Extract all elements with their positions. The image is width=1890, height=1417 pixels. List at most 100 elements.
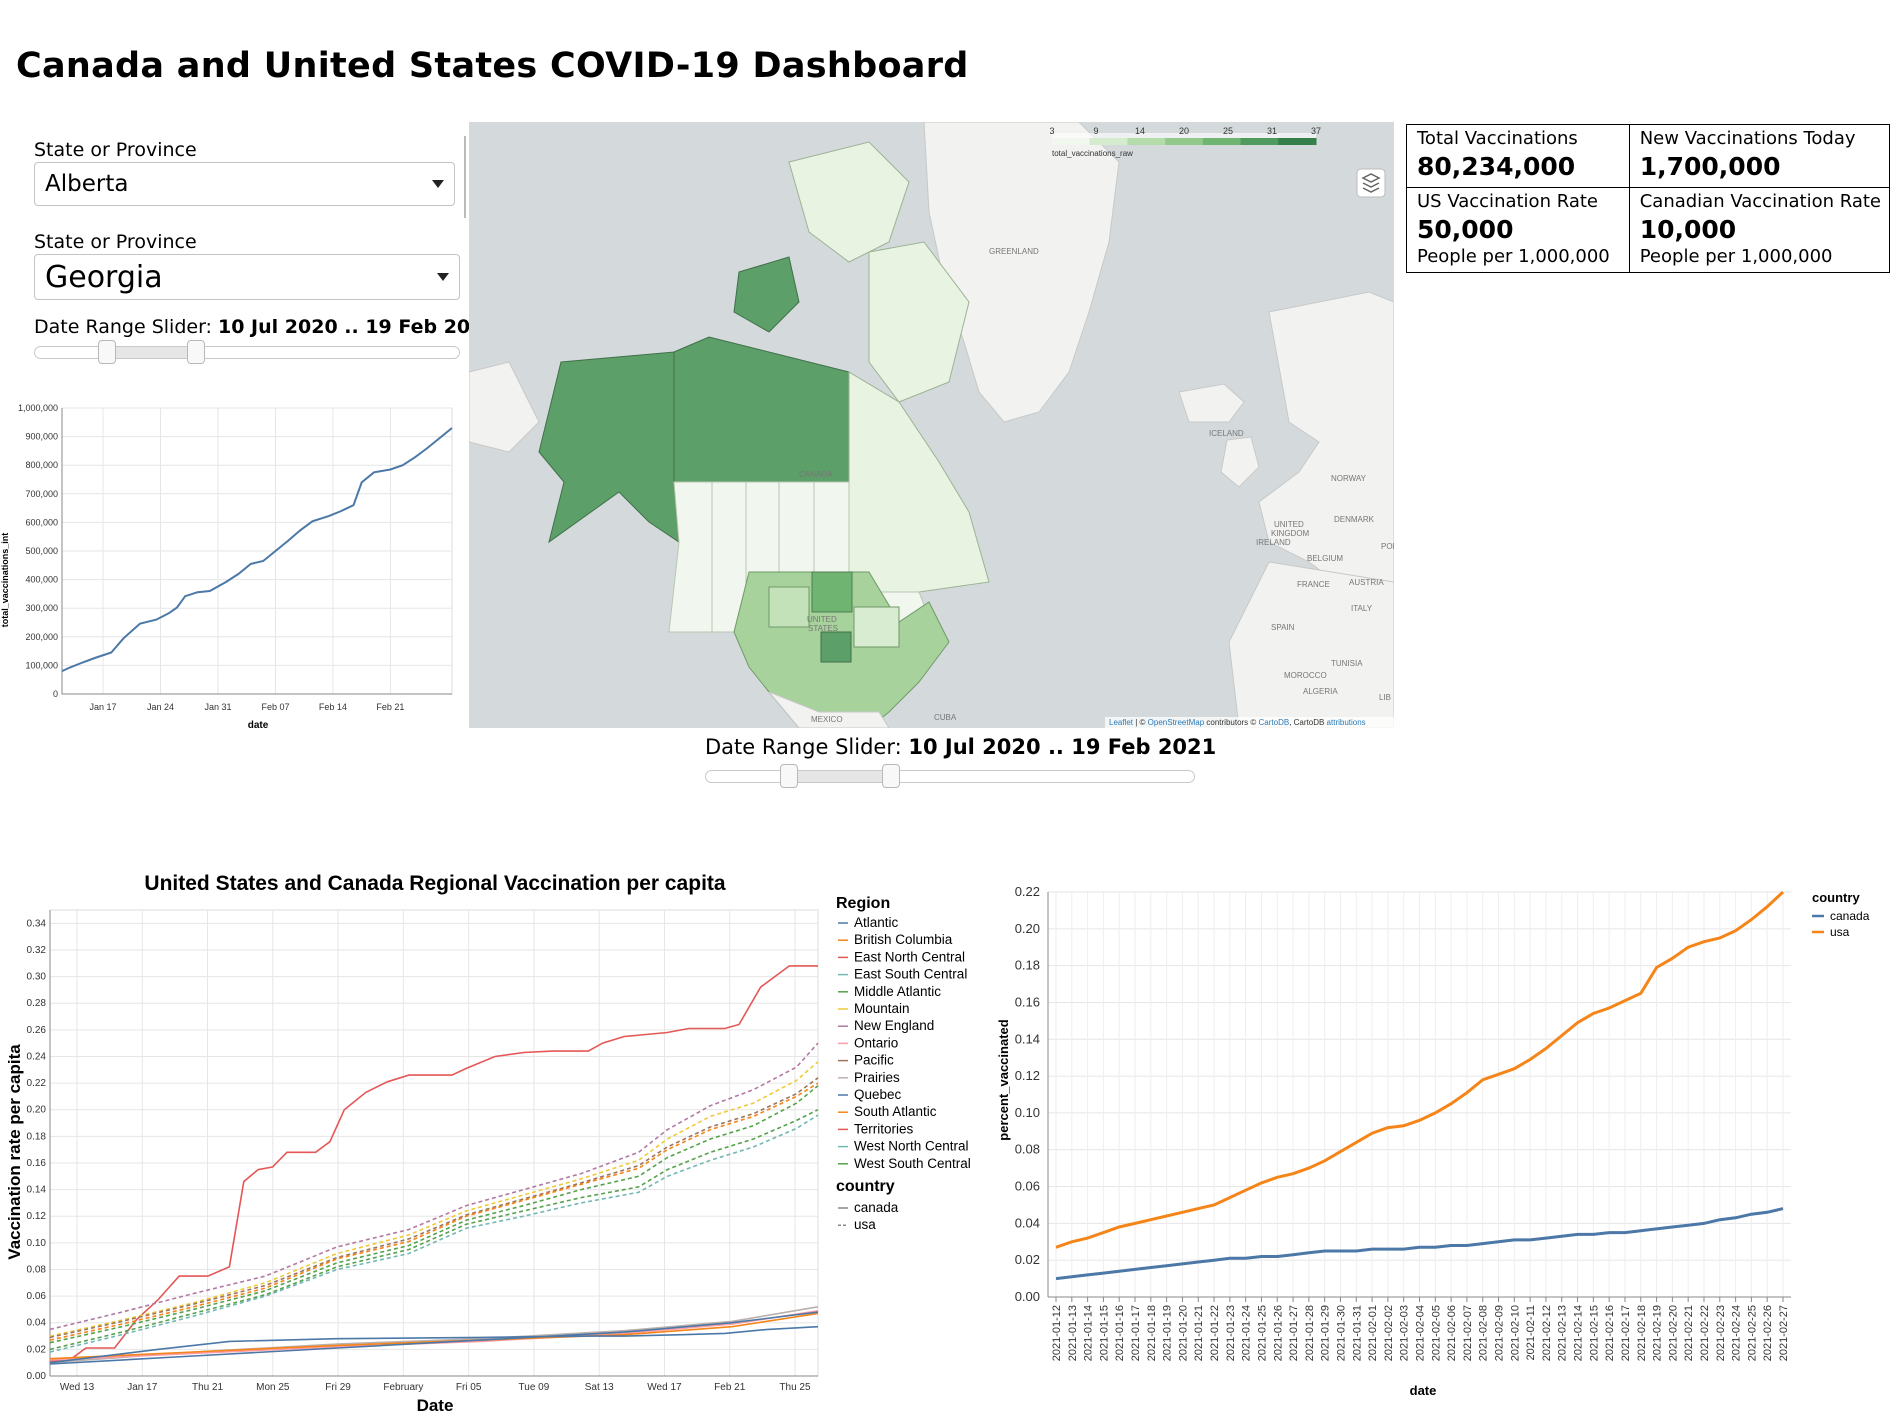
series-line — [49, 1085, 819, 1344]
choropleth-map[interactable]: GREENLAND CANADA ICELAND NORWAY UNITED K… — [469, 122, 1394, 728]
legend-label: Quebec — [854, 1087, 902, 1102]
leaflet-link[interactable]: Leaflet — [1109, 718, 1134, 727]
y-tick-label: 0.26 — [27, 1025, 47, 1036]
x-axis-label: date — [248, 720, 269, 731]
legend-label: canada — [1830, 909, 1870, 923]
legend-label: usa — [1830, 925, 1850, 939]
map-label: IRELAND — [1256, 538, 1291, 547]
y-tick-label: 1,000,000 — [18, 403, 58, 413]
y-tick-label: 0 — [53, 689, 58, 699]
x-tick-label: Wed 17 — [647, 1382, 682, 1393]
x-tick-label: 2021-02-06 — [1446, 1305, 1458, 1361]
series-lines — [49, 965, 819, 1365]
y-tick-label: 0.32 — [27, 945, 47, 956]
y-tick-label: 200,000 — [25, 632, 58, 642]
x-tick-label: 2021-01-19 — [1162, 1305, 1174, 1361]
map-label: DENMARK — [1334, 515, 1375, 524]
date-range-slider-2[interactable] — [705, 764, 1195, 788]
series-lines — [1055, 890, 1785, 1281]
y-tick-label: 0.08 — [27, 1264, 47, 1275]
legend-label: Middle Atlantic — [854, 984, 941, 999]
cartodb-link[interactable]: CartoDB — [1259, 718, 1290, 727]
series-line — [49, 1325, 819, 1364]
legend: Region Atlantic British Columbia East North… — [836, 895, 971, 1232]
y-tick-label: 0.02 — [1015, 1252, 1040, 1267]
x-tick-label: Fri 05 — [456, 1382, 482, 1393]
legend-label: West North Central — [854, 1139, 969, 1154]
osm-link[interactable]: OpenStreetMap — [1148, 718, 1205, 727]
x-tick-label: 2021-02-27 — [1778, 1305, 1790, 1361]
x-tick-label: 2021-02-18 — [1636, 1305, 1648, 1361]
state-province-select-1[interactable]: Alberta — [34, 162, 455, 206]
x-tick-label: 2021-02-02 — [1383, 1305, 1395, 1361]
chevron-down-icon — [432, 180, 444, 188]
legend-tick: 25 — [1223, 126, 1233, 136]
legend-tick: 14 — [1135, 126, 1145, 136]
x-tick-label: 2021-02-24 — [1731, 1305, 1743, 1361]
legend-title: Region — [836, 895, 890, 912]
grid — [1047, 891, 1791, 1302]
x-ticks: Wed 13 Jan 17 Thu 21 Mon 25 Fri 29 February Fr… — [60, 1382, 811, 1393]
state-province-select-2[interactable]: Georgia — [34, 254, 460, 300]
x-tick-label: Thu 21 — [192, 1382, 224, 1393]
x-tick-label: 2021-01-24 — [1241, 1305, 1253, 1361]
y-axis-label: total_vaccinations_int — [0, 533, 10, 628]
legend-label: South Atlantic — [854, 1104, 937, 1119]
x-tick-label: Thu 25 — [779, 1382, 811, 1393]
attributions-link[interactable]: attributions — [1327, 718, 1366, 727]
x-tick-label: 2021-01-31 — [1351, 1305, 1363, 1361]
regional-vaccination-chart: United States and Canada Regional Vaccin… — [5, 872, 971, 1415]
map-label: GREENLAND — [989, 247, 1039, 256]
map-attribution: Leaflet | © OpenStreetMap contributors ©… — [1109, 718, 1366, 727]
map-label: BELGIUM — [1307, 554, 1343, 563]
series-line — [49, 1082, 819, 1341]
kpi-value: 80,234,000 — [1417, 152, 1576, 181]
grid — [61, 407, 453, 695]
map-label: STATES — [808, 624, 838, 633]
x-tick-label: Feb 21 — [714, 1382, 746, 1393]
kpi-sub: People per 1,000,000 — [1639, 246, 1833, 267]
x-tick-label: Jan 24 — [147, 702, 174, 712]
x-tick-label: Feb 07 — [261, 702, 289, 712]
x-tick-label: 2021-01-27 — [1288, 1305, 1300, 1361]
legend-label: East South Central — [854, 967, 967, 982]
slider-handle-start[interactable] — [779, 764, 798, 788]
select1-value: Alberta — [45, 171, 129, 197]
y-tick-label: 0.04 — [1015, 1215, 1040, 1230]
y-tick-label: 0.02 — [27, 1344, 47, 1355]
y-axis-label: percent_vaccinated — [996, 1019, 1011, 1140]
x-tick-label: 2021-02-05 — [1430, 1305, 1442, 1361]
legend-title: total_vaccinations_raw — [1052, 149, 1133, 158]
x-tick-label: 2021-01-28 — [1304, 1305, 1316, 1361]
layers-control-box[interactable] — [1356, 168, 1386, 198]
slider2-label-text: Date Range Slider: — [705, 735, 909, 759]
layers-control[interactable] — [1356, 168, 1386, 198]
map-label: NORWAY — [1331, 474, 1367, 483]
date-range-slider-1[interactable] — [34, 340, 460, 364]
y-tick-label: 0.06 — [1015, 1179, 1040, 1194]
kpi-value: 1,700,000 — [1639, 152, 1781, 181]
x-tick-label: 2021-02-26 — [1762, 1305, 1774, 1361]
kpi-label: Canadian Vaccination Rate — [1639, 191, 1881, 212]
legend-swatch — [1127, 138, 1166, 145]
x-tick-label: Sat 13 — [585, 1382, 614, 1393]
x-tick-label: Mon 25 — [256, 1382, 290, 1393]
legend-label: Pacific — [854, 1053, 894, 1068]
map-label: CANADA — [799, 470, 833, 479]
legend-label: New England — [854, 1018, 934, 1033]
kpi-sub: People per 1,000,000 — [1417, 246, 1610, 267]
slider-range — [788, 771, 892, 782]
slider-handle-end[interactable] — [882, 764, 901, 788]
series-lines — [61, 427, 453, 673]
kpi-value: 50,000 — [1417, 215, 1514, 244]
slider1-value: 10 Jul 2020 .. 19 Feb 2021 — [218, 316, 497, 338]
slider-handle-start[interactable] — [98, 340, 117, 364]
x-axis-label: date — [1410, 1383, 1437, 1398]
total-vaccinations-chart: 0 100,000 200,000 300,000 400,000 500,000 600,… — [0, 403, 453, 731]
kpi-new-vaccinations: New Vaccinations Today 1,700,000 — [1628, 124, 1890, 188]
slider-handle-end[interactable] — [187, 340, 206, 364]
map-label: ITALY — [1351, 604, 1373, 613]
x-tick-label: 2021-01-30 — [1335, 1305, 1347, 1361]
y-tick-label: 0.30 — [27, 972, 47, 983]
slider2-label: Date Range Slider: 10 Jul 2020 .. 19 Feb… — [705, 735, 1216, 759]
